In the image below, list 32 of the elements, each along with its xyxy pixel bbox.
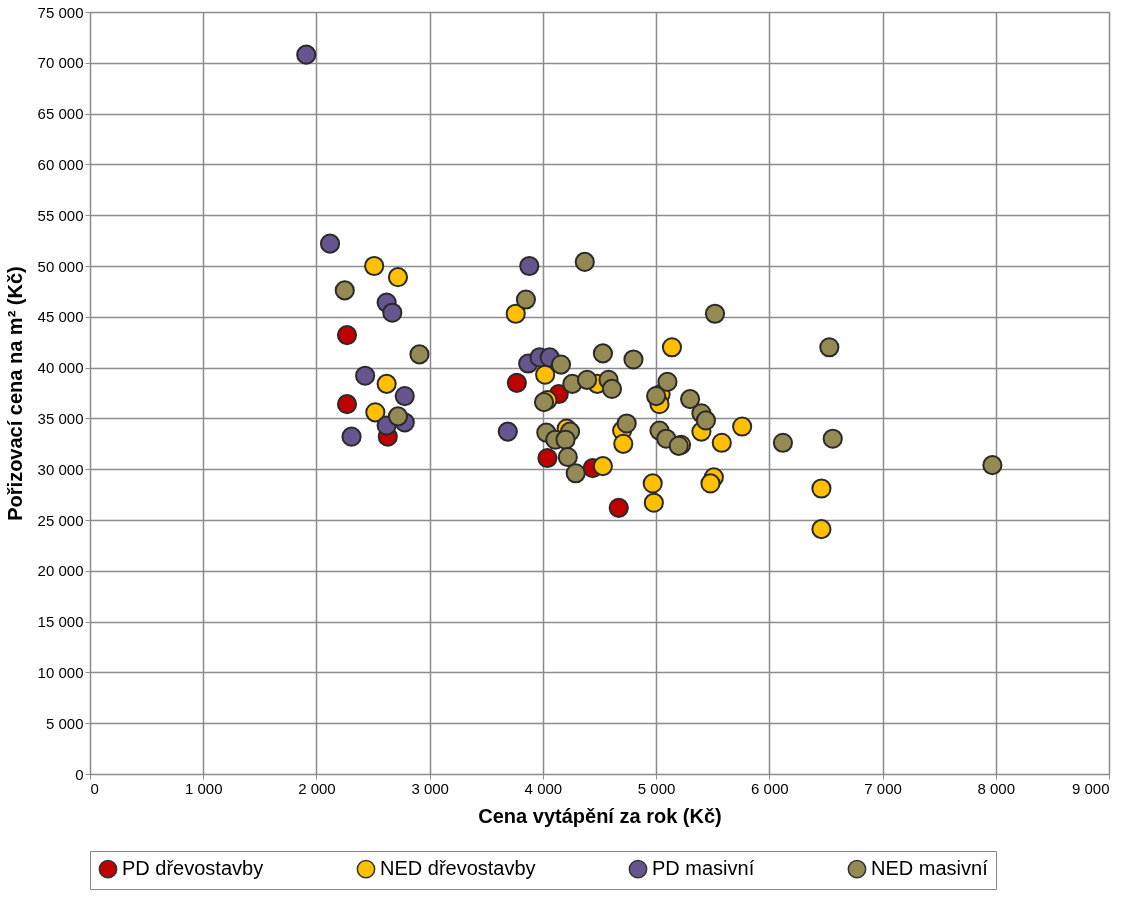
x-tick-label: 9 000 [1071, 779, 1110, 797]
x-tick-label: 7 000 [864, 779, 902, 797]
y-tick-label: 55 000 [37, 206, 84, 224]
y-tick-label: 50 000 [37, 257, 84, 275]
x-tick-label: 2 000 [298, 779, 336, 797]
x-tick-label: 3 000 [411, 779, 449, 797]
y-tick-label: 75 000 [37, 3, 84, 21]
x-tick-label: 1 000 [184, 779, 223, 797]
legend-label: NED masivní [871, 857, 989, 880]
y-tick-label: 70 000 [37, 54, 84, 72]
y-axis-title: Pořizovací cena na m² (Kč) [3, 266, 26, 521]
y-tick-label: 0 [75, 765, 84, 783]
y-tick-label: 65 000 [37, 105, 84, 123]
legend-label: NED dřevostavby [380, 857, 536, 880]
y-tick-label: 15 000 [37, 613, 84, 631]
y-tick-label: 40 000 [37, 359, 84, 377]
y-tick-label: 45 000 [37, 308, 84, 326]
x-tick-label: 4 000 [524, 779, 563, 797]
x-tick-label: 6 000 [751, 779, 789, 797]
y-tick-label: 60 000 [37, 155, 84, 173]
x-tick-label: 8 000 [977, 779, 1016, 797]
x-tick-label: 5 000 [637, 779, 676, 797]
x-tick-label: 0 [90, 779, 99, 797]
y-tick-label: 5 000 [45, 714, 84, 732]
x-axis-title: Cena vytápění za rok (Kč) [478, 804, 722, 827]
legend-label: PD masivní [652, 857, 755, 880]
legend-label: PD dřevostavby [122, 857, 264, 880]
y-tick-label: 25 000 [37, 511, 84, 529]
y-tick-label: 35 000 [37, 409, 84, 427]
y-tick-label: 10 000 [37, 663, 84, 681]
y-tick-label: 30 000 [37, 460, 84, 478]
y-tick-label: 20 000 [37, 562, 84, 580]
